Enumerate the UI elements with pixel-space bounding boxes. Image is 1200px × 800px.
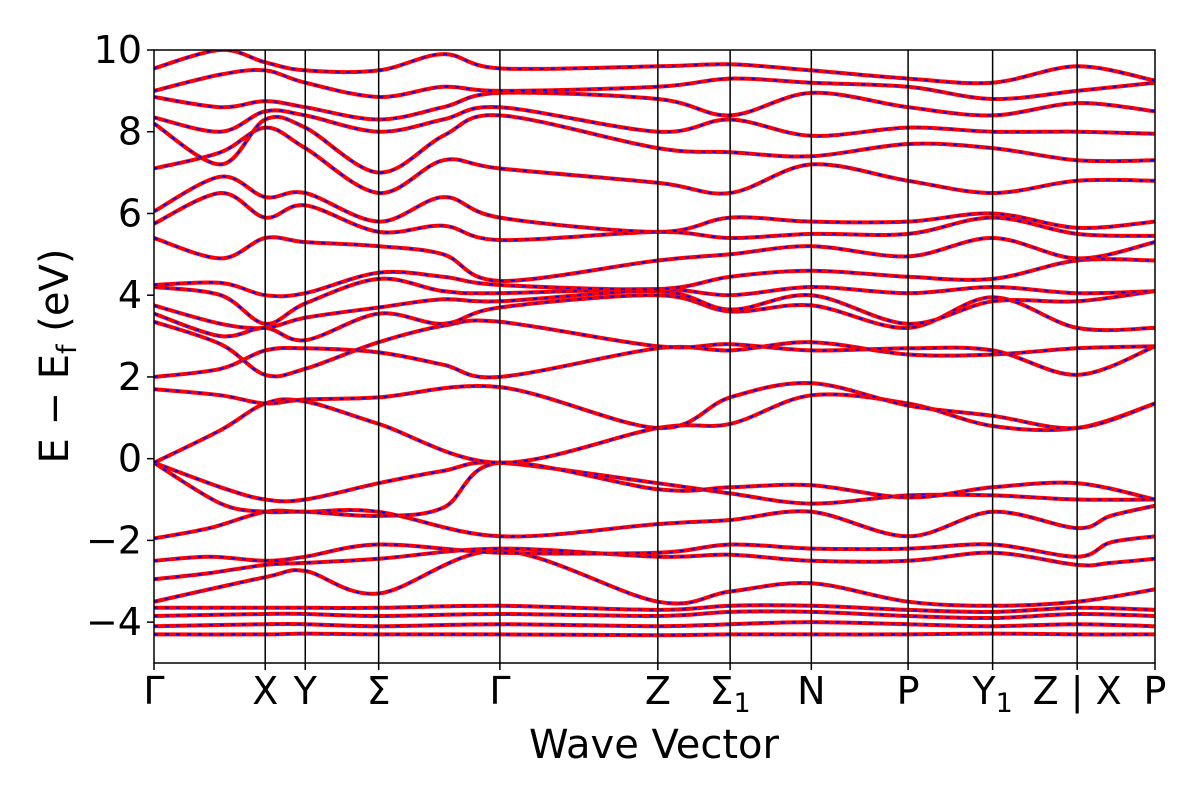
- y-axis-title-main: E − E: [32, 354, 78, 464]
- y-axis-title: E − Ef (eV): [32, 249, 83, 464]
- band-12-blue: [154, 341, 1155, 379]
- x-tick-label-1: X: [252, 669, 278, 713]
- x-tick-label-4: Γ: [489, 669, 510, 713]
- band-16-blue: [154, 277, 1155, 325]
- x-tick-label-7: N: [797, 669, 825, 713]
- x-tick-label-5: Z: [645, 669, 671, 713]
- x-tick-label-6: Σ1: [710, 669, 751, 719]
- band-5-blue: [154, 547, 1155, 581]
- band-8-red: [154, 460, 1155, 506]
- y-axis-title-tail: (eV): [32, 249, 78, 345]
- band-20-red: [154, 174, 1155, 234]
- y-axis-title-sub: f: [52, 343, 83, 354]
- y-tick-label-0: −4: [86, 600, 142, 644]
- band-24-red: [154, 90, 1155, 122]
- band-26-blue: [154, 50, 1155, 85]
- band-17-red: [154, 257, 1155, 299]
- band-22-red: [154, 113, 1155, 175]
- band-9-red: [154, 460, 1155, 518]
- y-axis-ticks: −4 −2 0 2 4 6 8 10: [86, 28, 154, 644]
- x-tick-label-9: Y1: [971, 669, 1012, 719]
- x-tick-label-10: Z | X: [1033, 669, 1122, 714]
- band-23-blue: [154, 105, 1155, 137]
- band-18-blue: [154, 236, 1155, 282]
- y-tick-label-5: 6: [118, 191, 142, 235]
- y-tick-label-6: 8: [118, 110, 142, 154]
- bands-layer: [154, 50, 1155, 638]
- high-symmetry-lines: [264, 50, 1078, 663]
- band-14-blue: [154, 294, 1155, 342]
- band-10-blue: [154, 393, 1155, 464]
- y-tick-label-3: 2: [118, 355, 142, 399]
- y-tick-label-2: 0: [118, 437, 142, 481]
- plot-frame: [153, 49, 1156, 664]
- x-axis-title: Wave Vector: [529, 722, 780, 768]
- x-tick-label-11: P: [1144, 669, 1167, 713]
- y-tick-label-1: −2: [86, 518, 142, 562]
- x-tick-label-2: Y: [293, 669, 318, 713]
- x-tick-label-8: P: [897, 669, 920, 713]
- band-6-blue: [154, 535, 1155, 562]
- band-19-blue: [154, 191, 1155, 242]
- band-15-blue: [154, 289, 1155, 330]
- x-tick-label-3: Σ: [367, 669, 391, 713]
- band-25-red: [154, 68, 1155, 102]
- x-tick-label-0: Γ: [143, 669, 164, 713]
- x-axis-ticks: Γ X Y Σ Γ Z Σ1 N P Y1 Z | X P: [143, 663, 1166, 719]
- y-tick-label-7: 10: [94, 28, 142, 72]
- band-21-blue: [154, 126, 1155, 195]
- y-tick-label-4: 4: [118, 273, 142, 317]
